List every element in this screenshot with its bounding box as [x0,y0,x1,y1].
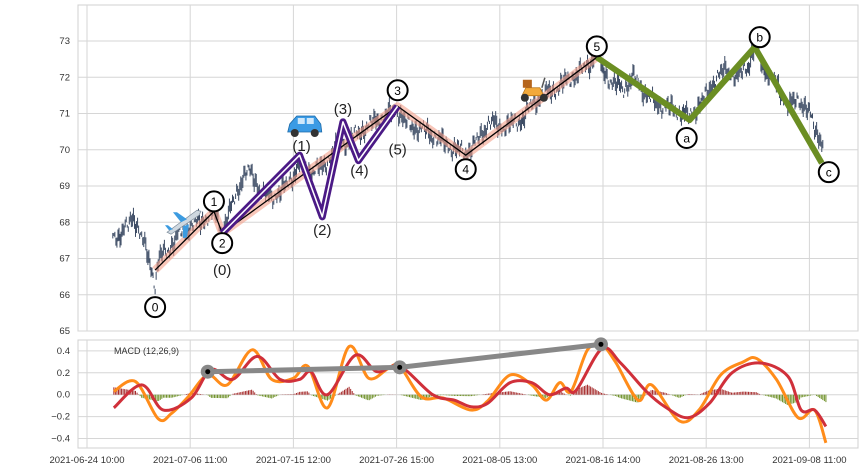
scooter-icon [520,77,548,102]
sub-wave-label: (2) [313,222,331,239]
macd-y-tick-label: −0.2 [51,412,70,423]
sub-wave-label: (3) [334,101,352,118]
wave-lines [152,44,825,273]
macd-y-ticks: 0.4 0.2 0.0 −0.2 −0.4 [51,346,70,445]
wave-label: 5 [593,40,600,54]
divergence-point-center [598,341,604,347]
impulse-wave-line [154,56,598,271]
corrective-wave-line [595,44,825,165]
wave-label-circle [748,26,771,49]
x-ticks: 2021-06-24 10:00 2021-07-06 11:00 2021-07-… [49,455,846,466]
wave-label: b [756,31,763,45]
price-y-tick-label: 69 [59,181,70,192]
price-y-tick-label: 66 [59,290,70,301]
wave-label: 4 [462,163,469,177]
sub-wave-label: (0) [213,262,231,279]
price-grid [78,5,858,332]
sub-wave-inner [221,105,399,234]
wave-label-circle [211,232,234,255]
x-tick-label: 2021-07-26 15:00 [359,455,434,466]
wave-labels: 0 1 2 3 4 5 a b c (0) (1) (2) (3) (4) (5) [144,26,840,319]
price-y-tick-label: 73 [59,36,70,47]
sub-wave-label: (4) [350,163,368,180]
price-y-tick-label: 67 [59,254,70,265]
macd-y-tick-label: −0.4 [51,434,70,445]
wave-label-circle [386,79,409,102]
macd-lines [112,337,828,444]
x-tick-label: 2021-09-08 11:00 [772,455,846,466]
wave-label-circle [817,161,840,184]
x-tick-label: 2021-08-16 14:00 [565,455,640,466]
macd-title: MACD (12,26,9) [114,346,179,356]
macd-line [113,342,828,444]
price-panel: 65 66 67 68 69 70 71 72 73 0 1 2 3 4 5 a b c (0) (1) (2) (3)… [59,4,859,337]
markers [164,77,548,239]
x-tick-label: 2021-08-05 13:00 [462,455,537,466]
wave-label: 1 [211,195,218,209]
wave-label-circle [454,158,477,181]
macd-y-tick-label: 0.2 [57,368,70,379]
price-y-tick-label: 70 [59,145,70,156]
wave-label: c [826,166,832,180]
macd-y-tick-label: 0.4 [57,346,70,357]
car-icon [287,115,323,137]
wave-label-circle [675,127,698,150]
signal-line [112,346,828,428]
wave-label-circle [585,35,608,58]
x-tick-label: 2021-06-24 10:00 [49,455,124,466]
sub-wave-label: (5) [388,141,406,158]
x-tick-label: 2021-07-15 12:00 [256,455,331,466]
wave-label: 3 [394,84,401,98]
price-y-tick-label: 71 [59,109,70,120]
divergence-point-center [205,369,211,375]
price-y-tick-label: 65 [59,326,70,337]
macd-y-tick-label: 0.0 [57,390,70,401]
x-tick-label: 2021-08-26 13:00 [669,455,744,466]
price-y-tick-label: 68 [59,217,70,228]
sub-wave-label: (1) [292,138,310,155]
airplane-icon [164,209,202,239]
divergence-point-center [397,364,403,370]
wave-label: 2 [219,237,226,251]
wave-label: 0 [152,301,159,315]
price-y-tick-label: 72 [59,72,70,83]
x-tick-label: 2021-07-06 11:00 [153,455,227,466]
wave-label-circle [202,190,225,213]
wave-label-circle [144,296,167,319]
macd-panel: 0.4 0.2 0.0 −0.2 −0.4 MACD (12,26,9) [51,337,859,449]
wave-label: a [683,132,690,146]
price-y-ticks: 65 66 67 68 69 70 71 72 73 [59,36,70,337]
